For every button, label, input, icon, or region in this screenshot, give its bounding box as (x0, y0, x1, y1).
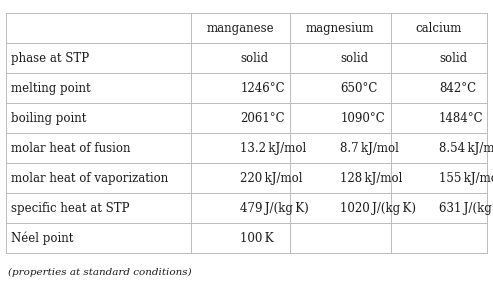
Text: specific heat at STP: specific heat at STP (11, 202, 129, 215)
Text: Néel point: Néel point (11, 232, 73, 245)
Text: 220 kJ/mol: 220 kJ/mol (241, 172, 303, 185)
Text: manganese: manganese (207, 22, 274, 35)
Text: molar heat of fusion: molar heat of fusion (11, 142, 130, 155)
Text: melting point: melting point (11, 82, 91, 95)
Text: 8.54 kJ/mol: 8.54 kJ/mol (439, 142, 493, 155)
Text: 842°C: 842°C (439, 82, 476, 95)
Text: magnesium: magnesium (306, 22, 375, 35)
Text: 2061°C: 2061°C (241, 112, 285, 125)
Text: (properties at standard conditions): (properties at standard conditions) (8, 268, 192, 277)
Text: 8.7 kJ/mol: 8.7 kJ/mol (340, 142, 399, 155)
Text: 1246°C: 1246°C (241, 82, 285, 95)
Text: solid: solid (340, 52, 368, 65)
Text: 128 kJ/mol: 128 kJ/mol (340, 172, 403, 185)
Text: molar heat of vaporization: molar heat of vaporization (11, 172, 168, 185)
Text: 155 kJ/mol: 155 kJ/mol (439, 172, 493, 185)
Text: 631 J/(kg K): 631 J/(kg K) (439, 202, 493, 215)
Text: calcium: calcium (416, 22, 462, 35)
Text: solid: solid (241, 52, 269, 65)
Text: 1020 J/(kg K): 1020 J/(kg K) (340, 202, 416, 215)
Text: 100 K: 100 K (241, 232, 274, 245)
Text: phase at STP: phase at STP (11, 52, 89, 65)
Text: 650°C: 650°C (340, 82, 378, 95)
Text: 479 J/(kg K): 479 J/(kg K) (241, 202, 309, 215)
Text: 1090°C: 1090°C (340, 112, 385, 125)
Text: boiling point: boiling point (11, 112, 86, 125)
Text: solid: solid (439, 52, 467, 65)
Text: 13.2 kJ/mol: 13.2 kJ/mol (241, 142, 307, 155)
Text: 1484°C: 1484°C (439, 112, 484, 125)
